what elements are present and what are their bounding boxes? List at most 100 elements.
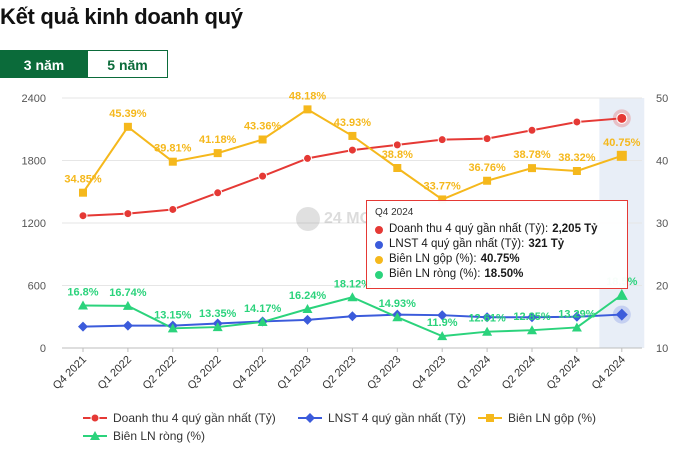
data-point [168,204,178,214]
data-label: 43.93% [334,117,372,129]
tooltip-value: 2,205 Tỷ [552,223,598,235]
data-point [615,308,628,321]
data-point [571,311,582,322]
tooltip-row-gross-margin: Biên LN gộp (%): 40.75% [375,252,619,267]
y-right-tick-label: 40 [656,156,668,168]
tooltip-label: Biên LN ròng (%): [389,268,481,280]
data-label: 16.8% [67,287,98,299]
y-right-tick-label: 10 [656,343,668,355]
y-left-tick-label: 1800 [22,156,46,168]
data-label: 16.74% [109,287,147,299]
period-tabs: 3 năm 5 năm [0,50,168,78]
data-point [392,312,403,322]
data-point [302,304,313,313]
data-label: 36.76% [468,162,506,174]
x-tick-label: Q4 2024 [590,354,628,392]
data-label: 38.8% [382,149,413,161]
tooltip-label: LNST 4 quý gần nhất (Tỷ): [389,238,525,250]
legend-label: LNST 4 quý gần nhất (Tỷ) [328,411,466,425]
legend-marker-icon [90,413,100,423]
data-point [303,153,312,163]
data-point [572,167,581,175]
x-tick-label: Q4 2022 [230,354,268,392]
legend-label: Biên LN gộp (%) [508,411,596,425]
y-right-tick-label: 50 [656,93,668,105]
data-point [122,300,133,310]
data-point [78,321,88,332]
data-label: 18.12% [334,278,372,290]
tooltip-row-revenue: Doanh thu 4 quý gần nhất (Tỷ): 2,205 Tỷ [375,222,619,237]
data-point [78,211,88,221]
legend-label: Doanh thu 4 quý gần nhất (Tỷ) [113,411,276,425]
y-left-tick-label: 600 [28,281,46,293]
data-label: 13.35% [199,308,237,320]
tooltip-value: 40.75% [480,253,520,265]
y-right-tick-label: 20 [656,281,668,293]
data-label: 13.29% [558,308,596,320]
data-point [437,135,447,145]
tooltip-label: Doanh thu 4 quý gần nhất (Tỷ): [389,223,549,235]
data-point [437,310,448,321]
data-point [616,112,628,124]
data-label: 48.18% [289,90,327,102]
x-tick-label: Q4 2023 [410,354,448,392]
data-point [78,300,88,310]
data-point [527,125,537,135]
chart-tooltip: Q4 2024 Doanh thu 4 quý gần nhất (Tỷ): 2… [366,200,628,289]
tooltip-title: Q4 2024 [375,207,414,218]
data-point [212,322,223,332]
legend-marker-icon [90,431,100,440]
legend-marker-icon [305,413,315,423]
legend-label: Biên LN ròng (%) [113,429,205,443]
y-left-tick-label: 1200 [22,218,46,230]
data-label: 39.81% [154,143,192,155]
data-label: 14.93% [379,298,417,310]
data-label: 14.17% [244,303,282,315]
data-point [347,145,357,155]
tooltip-value: 321 Tỷ [528,238,565,250]
data-point [257,316,268,326]
tooltip-row-profit: LNST 4 quý gần nhất (Tỷ): 321 Tỷ [375,237,619,252]
x-tick-label: Q2 2022 [141,354,179,392]
data-point [527,325,537,335]
revenue-dot-icon [375,225,383,234]
data-point [168,157,177,166]
data-point [527,312,537,323]
tab-5-years[interactable]: 5 năm [88,50,168,78]
data-point [572,117,582,127]
data-point [79,188,87,197]
x-tick-label: Q2 2024 [500,354,538,392]
tooltip-label: Biên LN gộp (%): [389,253,477,265]
data-point [528,164,536,173]
legend-marker-icon [486,414,494,422]
data-point [213,188,223,198]
y-left-tick-label: 2400 [22,93,46,105]
data-point [482,312,493,323]
data-point [258,135,267,144]
x-tick-label: Q3 2024 [545,354,583,392]
x-tick-label: Q1 2023 [275,354,313,392]
data-label: 16.24% [289,290,327,302]
data-label: 38.32% [558,152,596,164]
data-label: 41.18% [199,134,237,146]
data-point [213,149,222,158]
data-point [348,131,357,140]
data-point [616,150,627,161]
data-label: 40.75% [603,137,641,149]
data-point [302,314,313,325]
data-label: 13.15% [154,309,192,321]
profit-dot-icon [375,240,383,249]
data-point [123,122,132,131]
y-right-tick-label: 30 [656,218,668,230]
tab-3-years[interactable]: 3 năm [0,50,88,78]
x-tick-label: Q3 2023 [365,354,403,392]
y-left-tick-label: 0 [40,343,46,355]
data-point [482,134,492,144]
x-tick-label: Q1 2024 [455,354,493,392]
data-label: 34.85% [64,174,102,186]
x-tick-label: Q2 2023 [320,354,358,392]
data-point [347,311,358,322]
data-label: 43.36% [244,121,282,133]
data-point [571,322,582,332]
